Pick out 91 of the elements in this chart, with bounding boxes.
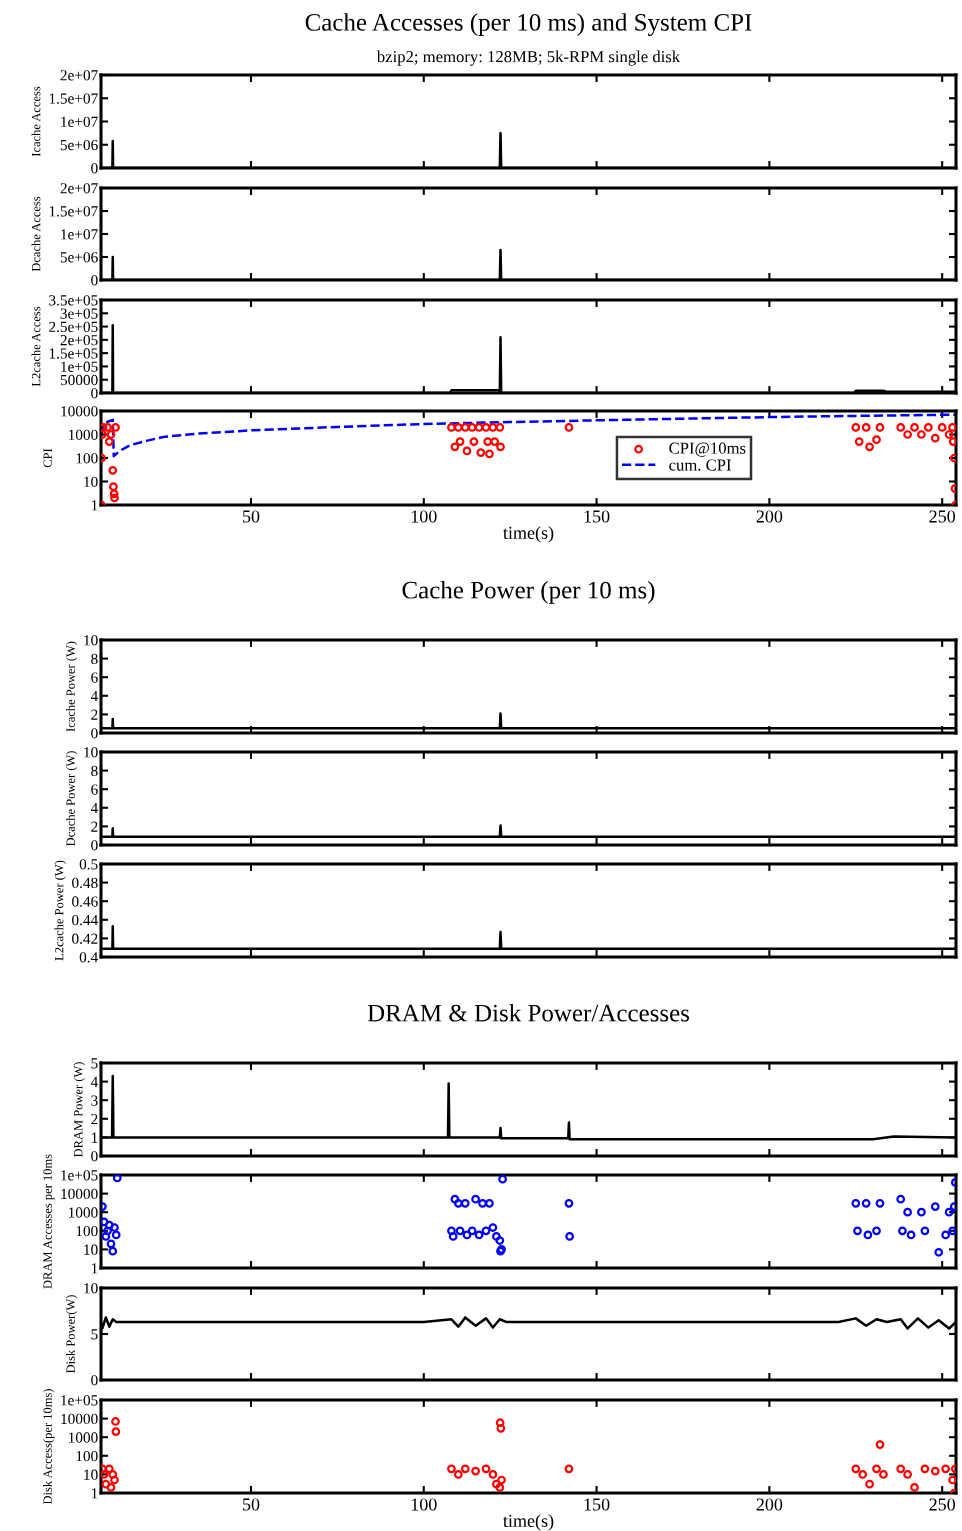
y-tick-label: 10 xyxy=(84,1283,98,1294)
chart-title: DRAM & Disk Power/Accesses xyxy=(367,1003,690,1022)
y-tick-label: 2.5e+05 xyxy=(49,321,98,333)
y-tick-label: 100 xyxy=(76,1225,98,1237)
y-tick-label: 0.42 xyxy=(72,933,98,944)
chart-title: Cache Accesses (per 10 ms) and System CPI xyxy=(305,13,752,36)
y-tick-label: 6 xyxy=(91,784,98,795)
y-axis-title: DRAM Power (W) xyxy=(73,1062,86,1158)
y-tick-label: 1e+07 xyxy=(61,116,98,127)
y-tick-label: 8 xyxy=(91,765,98,777)
y-tick-label: 1 xyxy=(91,1488,98,1499)
y-tick-label: 2e+07 xyxy=(60,70,98,81)
y-tick-label: 50000 xyxy=(60,374,98,386)
y-tick-label: 10 xyxy=(84,747,98,758)
y-tick-label: 4 xyxy=(90,803,98,814)
y-tick-label: 1e+05 xyxy=(61,1170,98,1181)
y-tick-label: 1000 xyxy=(69,429,98,440)
x-tick-label: 50 xyxy=(243,510,260,523)
chart-title: Cache Power (per 10 ms) xyxy=(402,580,655,604)
y-tick-label: 1e+05 xyxy=(61,1395,98,1406)
y-axis-title: L2cache Access xyxy=(31,306,41,387)
y-tick-label: 10 xyxy=(84,1469,98,1480)
x-tick-label: 250 xyxy=(929,510,956,523)
y-tick-label: 100 xyxy=(76,1450,98,1462)
y-axis-title: Disk Access(per 10ms) xyxy=(43,1389,55,1505)
y-tick-label: 2e+05 xyxy=(60,335,98,346)
legend-label: cum. CPI xyxy=(669,459,731,471)
x-tick-label: 200 xyxy=(756,1498,783,1511)
y-axis-title: Dcache Access xyxy=(31,196,41,272)
y-tick-label: 1 xyxy=(91,500,98,511)
y-tick-label: 10000 xyxy=(61,1188,98,1200)
y-tick-label: 2 xyxy=(91,709,98,720)
y-tick-label: 1.5e+05 xyxy=(49,348,98,359)
y-tick-label: 0 xyxy=(91,1151,98,1162)
y-tick-label: 1 xyxy=(91,1132,98,1143)
legend-label: CPI@10ms xyxy=(669,442,746,457)
y-tick-label: 10000 xyxy=(61,1413,98,1425)
y-tick-label: 0 xyxy=(91,728,98,739)
y-tick-label: 10 xyxy=(84,635,98,646)
y-tick-label: 10000 xyxy=(61,406,98,417)
chart-subtitle: bzip2; memory: 128MB; 5k-RPM single disk xyxy=(376,50,681,66)
y-tick-label: 1.5e+07 xyxy=(49,93,98,104)
y-tick-label: 8 xyxy=(91,653,98,665)
y-axis-title: CPI xyxy=(43,448,52,468)
y-tick-label: 1 xyxy=(91,1263,98,1274)
y-tick-label: 1000 xyxy=(69,1207,98,1218)
y-tick-label: 0.44 xyxy=(72,914,98,926)
y-axis-title: Icache Access xyxy=(31,86,41,157)
y-tick-label: 3.5e+05 xyxy=(49,295,98,306)
y-tick-label: 0.4 xyxy=(79,952,98,963)
y-tick-label: 1000 xyxy=(69,1432,98,1443)
y-tick-label: 1e+07 xyxy=(61,229,98,240)
y-tick-label: 0 xyxy=(91,275,98,286)
y-axis-title: Disk Power(W) xyxy=(66,1295,78,1374)
x-tick-label: 100 xyxy=(411,510,437,523)
y-tick-label: 5 xyxy=(91,1329,98,1340)
y-tick-label: 2e+07 xyxy=(60,183,98,194)
y-tick-label: 0 xyxy=(91,840,98,851)
y-tick-label: 3e+05 xyxy=(60,308,98,319)
y-tick-label: 4 xyxy=(90,1076,98,1087)
x-tick-label: 200 xyxy=(756,510,783,523)
y-tick-label: 5e+06 xyxy=(60,139,98,151)
y-tick-label: 6 xyxy=(91,672,98,683)
x-tick-label: 150 xyxy=(584,510,610,523)
y-axis-title: Dcache Power (W) xyxy=(66,751,78,847)
y-tick-label: 0.48 xyxy=(72,877,98,889)
y-tick-label: 2 xyxy=(91,1113,98,1125)
y-tick-label: 0.46 xyxy=(72,896,98,907)
y-tick-label: 1.5e+07 xyxy=(49,206,98,217)
y-tick-label: 100 xyxy=(76,453,98,464)
x-tick-label: 250 xyxy=(929,1498,956,1511)
y-tick-label: 2 xyxy=(91,821,98,832)
x-tick-label: 150 xyxy=(584,1498,610,1511)
y-tick-label: 0 xyxy=(91,1375,98,1386)
y-tick-label: 5 xyxy=(91,1058,98,1069)
y-tick-label: 0.5 xyxy=(79,859,98,870)
x-axis-title: time(s) xyxy=(503,1514,554,1531)
x-tick-label: 50 xyxy=(243,1498,260,1511)
y-tick-label: 4 xyxy=(90,691,98,702)
y-tick-label: 0 xyxy=(91,163,98,174)
x-axis-title: time(s) xyxy=(503,526,554,543)
x-tick-label: 100 xyxy=(411,1498,437,1511)
y-tick-label: 10 xyxy=(84,1244,98,1255)
y-tick-label: 0 xyxy=(91,388,98,399)
y-axis-title: Icache Power (W) xyxy=(66,641,78,732)
y-tick-label: 3 xyxy=(91,1095,98,1106)
y-tick-label: 5e+06 xyxy=(60,252,98,263)
y-tick-label: 10 xyxy=(84,476,98,487)
y-axis-title: DRAM Accesses per 10ms xyxy=(43,1154,55,1289)
y-axis-title: L2cache Power (W) xyxy=(54,860,66,961)
y-tick-label: 1e+05 xyxy=(61,361,98,372)
